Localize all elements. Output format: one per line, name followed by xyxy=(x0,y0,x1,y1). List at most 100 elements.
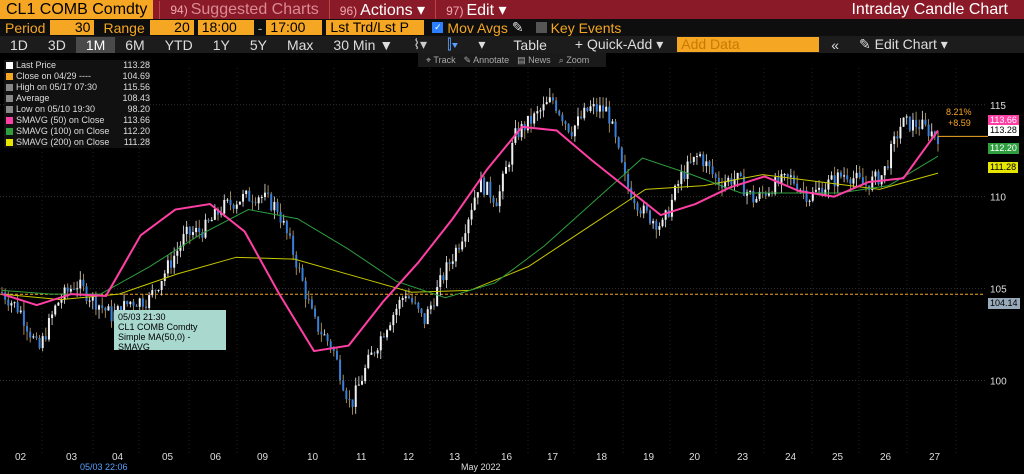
range-field[interactable]: 20 xyxy=(149,20,194,35)
range-1d[interactable]: 1D xyxy=(10,36,28,53)
candle-body xyxy=(176,250,179,256)
candle-body xyxy=(570,131,573,137)
range-6m[interactable]: 6M xyxy=(125,36,145,53)
ticker-field[interactable]: CL1 COMB Comdty xyxy=(0,0,154,19)
chart-type-dropdown[interactable]: ▾ xyxy=(478,36,486,52)
mov-avgs-checkbox[interactable]: ✓ xyxy=(432,22,444,33)
x-tick-label: 18 xyxy=(596,452,608,463)
legend-label: Low on 05/10 19:30 xyxy=(16,104,96,114)
candle-body xyxy=(708,161,711,167)
candle-body xyxy=(351,399,354,407)
legend-value: 112.20 xyxy=(123,126,150,136)
candle-body xyxy=(407,296,410,299)
period-field[interactable]: 30 xyxy=(50,20,95,35)
candle-body xyxy=(542,104,545,111)
candle-body xyxy=(683,171,686,180)
legend-value: 113.28 xyxy=(123,60,150,70)
candle-body xyxy=(930,131,933,137)
candle-body xyxy=(166,260,169,274)
quick-add-button[interactable]: + Quick-Add ▾ xyxy=(574,36,664,52)
chart-title: Intraday Candle Chart xyxy=(851,0,1008,18)
candle-body xyxy=(69,288,72,292)
edit-menu[interactable]: 97) Edit ▾ xyxy=(435,0,516,20)
candle-body xyxy=(464,233,467,242)
pencil-icon[interactable]: ✎ xyxy=(511,19,524,35)
candle-body xyxy=(533,113,536,124)
x-tick-label: 24 xyxy=(785,452,797,463)
candle-body xyxy=(345,390,348,400)
candle-body xyxy=(188,226,191,235)
candle-body xyxy=(382,336,385,338)
candle-chart-icon[interactable]: ⫿▾ xyxy=(447,36,459,52)
legend-label: Average xyxy=(16,93,50,103)
range-5y[interactable]: 5Y xyxy=(249,36,267,53)
edit-chart-button[interactable]: ✎ Edit Chart ▾ xyxy=(859,36,948,52)
last-trade-dropdown[interactable]: Lst Trd/Lst P xyxy=(326,20,425,35)
candle-body xyxy=(558,111,561,115)
candle-body xyxy=(420,308,423,314)
candle-body xyxy=(658,226,661,230)
candle-body xyxy=(191,232,194,235)
candle-body xyxy=(301,267,304,281)
range-1m[interactable]: 1M xyxy=(75,36,116,53)
candle-body xyxy=(364,367,367,382)
candle-body xyxy=(573,125,576,137)
legend-swatch xyxy=(6,62,13,69)
range-ytd[interactable]: YTD xyxy=(164,36,193,53)
candle-body xyxy=(267,192,270,194)
table-button[interactable]: Table xyxy=(513,36,547,53)
interval-dropdown[interactable]: 30 Min ▼ xyxy=(333,36,394,53)
candle-body xyxy=(805,190,808,202)
candle-body xyxy=(289,233,291,236)
candle-body xyxy=(329,341,332,349)
candle-body xyxy=(714,174,717,178)
key-events-checkbox[interactable] xyxy=(535,22,547,33)
suggested-charts-menu[interactable]: 94) Suggested Charts xyxy=(159,0,328,19)
news-tool[interactable]: ▤ News xyxy=(517,54,551,65)
candle-body xyxy=(730,177,733,185)
actions-menu[interactable]: 96) Actions ▾ xyxy=(328,0,435,20)
candle-body xyxy=(645,205,648,211)
range-max[interactable]: Max xyxy=(286,36,314,53)
candle-body xyxy=(592,104,595,107)
time-from-field[interactable]: 18:00 xyxy=(197,20,254,35)
line-chart-icon[interactable]: ⌇▾ xyxy=(413,36,428,52)
x-tick-label: 09 xyxy=(257,452,269,463)
candle-body xyxy=(91,294,94,301)
candle-body xyxy=(41,336,44,349)
candle-body xyxy=(520,124,523,138)
candle-body xyxy=(242,194,245,202)
candle-body xyxy=(314,308,317,317)
legend-swatch xyxy=(6,128,13,135)
sma200-tag: 111.28 xyxy=(988,162,1019,173)
time-to-field[interactable]: 17:00 xyxy=(266,20,323,35)
candle-body xyxy=(861,177,864,185)
candle-body xyxy=(445,262,448,281)
candle-body xyxy=(423,313,426,325)
range-3d[interactable]: 3D xyxy=(47,36,66,53)
candle-body xyxy=(10,303,13,306)
params-bar: Period 30 Range 20 18:00 - 17:00 Lst Trd… xyxy=(0,19,1024,36)
candle-body xyxy=(702,154,705,167)
legend-label: SMAVG (200) on Close xyxy=(16,137,110,147)
last-price-tag: 113.28 xyxy=(988,125,1019,136)
candle-body xyxy=(323,334,326,336)
add-data-input[interactable]: Add Data xyxy=(677,37,820,52)
annotate-tool[interactable]: ✎ Annotate xyxy=(463,54,510,65)
collapse-icon[interactable]: « xyxy=(831,36,840,53)
candle-body xyxy=(51,314,54,319)
sma100-line xyxy=(1,155,939,299)
candle-body xyxy=(783,174,786,176)
mov-avgs-label: Mov Avgs xyxy=(447,19,508,36)
candle-body xyxy=(461,241,464,250)
candle-body xyxy=(617,137,620,148)
track-tool[interactable]: ⌖ Track xyxy=(426,54,456,65)
candle-body xyxy=(498,191,501,207)
candle-body xyxy=(846,175,849,180)
candle-body xyxy=(217,208,219,215)
range-1y[interactable]: 1Y xyxy=(212,36,230,53)
candle-body xyxy=(173,255,176,268)
zoom-tool[interactable]: ⌕ Zoom xyxy=(558,54,590,65)
candle-body xyxy=(686,161,689,180)
